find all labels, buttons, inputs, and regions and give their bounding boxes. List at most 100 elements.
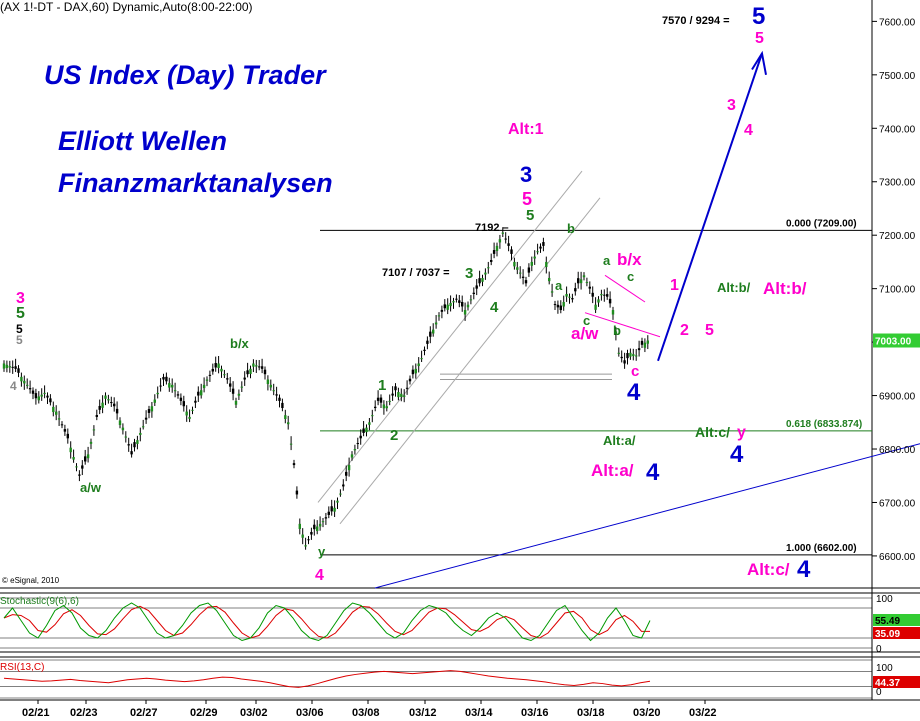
candle-body: [437, 315, 441, 317]
wave-label: c: [583, 313, 590, 328]
y-tick-label: 7200.00: [879, 231, 916, 242]
x-tick-label: 03/14: [465, 707, 493, 719]
candle-body: [388, 400, 391, 402]
candle-body: [585, 281, 589, 283]
candle-body: [101, 402, 104, 408]
candle-body: [614, 331, 618, 334]
wave-label: 3: [727, 97, 736, 114]
candle-body: [34, 393, 38, 399]
candle-body: [78, 474, 81, 476]
candle-body: [368, 422, 371, 425]
candle-body: [69, 447, 72, 453]
candle-body: [603, 294, 606, 296]
candle-body: [426, 340, 429, 344]
y-tick-label: 7600.00: [879, 17, 916, 28]
annotation-label: Alt:a/: [603, 433, 636, 448]
candle-body: [495, 245, 499, 252]
candle-body: [301, 534, 304, 538]
candle-body: [95, 415, 98, 417]
candle-body: [252, 363, 255, 367]
candle-body: [188, 416, 191, 419]
candle-body: [185, 411, 188, 416]
candle-body: [272, 390, 275, 392]
candle-body: [429, 331, 432, 337]
brand-line-2: Elliott Wellen: [58, 126, 228, 156]
candle-body: [414, 368, 417, 374]
candle-body: [559, 305, 562, 311]
projection-arrow: [657, 53, 763, 362]
candle-body: [52, 406, 55, 413]
wave-label: a/w: [571, 324, 599, 343]
candle-body: [553, 304, 557, 306]
candle-body: [304, 545, 307, 547]
candle-body: [173, 390, 177, 392]
candle-body: [577, 278, 580, 284]
stoch-tick-label: 100: [876, 594, 893, 605]
wave-label: b: [567, 221, 575, 236]
wave-label: 2: [390, 427, 398, 444]
wave-label: 1: [670, 277, 679, 294]
candle-body: [646, 340, 649, 344]
candle-body: [107, 399, 110, 401]
candle-body: [72, 457, 75, 460]
annotation-label: Alt:c/: [695, 424, 730, 440]
candle-body: [359, 435, 362, 439]
candle-body: [324, 517, 328, 519]
fib-level-label: 1.000 (6602.00): [786, 543, 857, 554]
candle-body: [130, 451, 133, 455]
x-tick-label: 02/23: [70, 707, 98, 719]
candle-body: [246, 370, 249, 375]
candle-body: [197, 391, 200, 396]
candle-body: [284, 415, 287, 420]
candle-body: [194, 400, 197, 403]
candle-body: [60, 424, 64, 426]
candle-body: [571, 298, 574, 300]
candle-body: [142, 426, 145, 428]
y-tick-label: 6900.00: [879, 392, 916, 403]
annotation-label: Alt:b/: [717, 280, 751, 295]
wave-label: b: [613, 323, 621, 338]
candle-body: [14, 366, 17, 369]
candle-body: [336, 500, 339, 503]
stoch-d-tag: [873, 627, 920, 639]
candle-body: [545, 261, 548, 268]
candle-body: [205, 379, 209, 381]
candle-body: [530, 261, 533, 266]
candle-body: [263, 369, 267, 375]
y-tick-label: 6800.00: [879, 445, 916, 456]
candle-body: [527, 267, 531, 273]
candle-body: [550, 291, 554, 293]
x-tick-label: 03/20: [633, 707, 661, 719]
wave-label: 4: [627, 379, 641, 406]
candle-body: [606, 294, 609, 297]
candle-body: [362, 428, 365, 433]
wave-label: y: [318, 544, 326, 559]
candle-body: [217, 363, 220, 368]
stoch-label: Stochastic(9(6),6): [0, 596, 79, 607]
candle-body: [214, 363, 217, 368]
candle-body: [519, 272, 522, 274]
candle-body: [159, 385, 162, 387]
candle-body: [475, 285, 478, 289]
annotation-label: Alt:b/: [763, 279, 807, 298]
wave-label: c: [627, 269, 634, 284]
magenta-trendline: [604, 274, 646, 303]
y-tick-label: 7100.00: [879, 285, 916, 296]
wave-label: 5: [522, 189, 532, 209]
candle-body: [637, 348, 641, 351]
candle-body: [104, 395, 107, 399]
candle-body: [281, 402, 284, 409]
annotation-label: 4: [646, 459, 660, 486]
candle-body: [562, 302, 565, 307]
wave-label: 4: [10, 379, 17, 393]
candle-body: [620, 356, 623, 359]
candle-body: [490, 260, 493, 262]
last-price-label: 7003.00: [875, 337, 912, 348]
candle-body: [353, 449, 357, 451]
candle-body: [171, 384, 174, 388]
candle-body: [226, 378, 229, 380]
candle-body: [600, 294, 603, 296]
candle-body: [295, 490, 299, 495]
candle-body: [339, 493, 342, 495]
candle-body: [579, 279, 583, 284]
